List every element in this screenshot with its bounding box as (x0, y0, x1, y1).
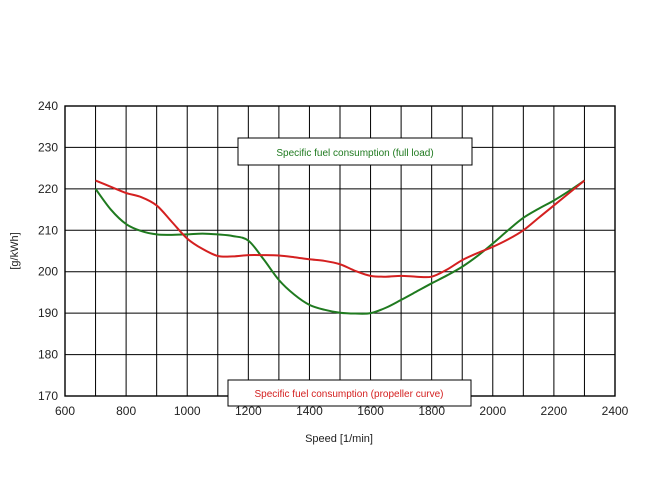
legend-full-load: Specific fuel consumption (full load) (237, 137, 473, 166)
y-tick-label: 190 (38, 306, 58, 320)
series-line-propeller-curve (95, 179, 586, 279)
x-tick-label: 1800 (418, 404, 445, 418)
y-tick-label: 180 (38, 348, 58, 362)
x-tick-label: 1200 (235, 404, 262, 418)
x-tick-labels: 600 800 1000 1200 1400 1600 1800 2000 2200 2400 (55, 404, 629, 418)
y-axis-label: [g/kWh] (9, 232, 21, 269)
y-tick-label: 220 (38, 182, 58, 196)
y-tick-label: 200 (38, 265, 58, 279)
legend-propeller-curve-label: Specific fuel consumption (propeller cur… (255, 389, 444, 400)
x-tick-label: 1600 (357, 404, 384, 418)
x-tick-label: 1400 (296, 404, 323, 418)
x-tick-label: 1000 (174, 404, 201, 418)
x-tick-label: 2000 (479, 404, 506, 418)
y-tick-labels: 170 180 190 200 210 220 230 240 (38, 99, 58, 403)
legend-full-load-box (237, 137, 473, 166)
x-axis-label: Speed [1/min] (305, 433, 373, 445)
x-tick-label: 800 (116, 404, 136, 418)
y-tick-label: 170 (38, 389, 58, 403)
x-tick-label: 600 (55, 404, 75, 418)
y-tick-label: 210 (38, 223, 58, 237)
y-tick-label: 240 (38, 99, 58, 113)
y-tick-label: 230 (38, 140, 58, 154)
legend-propeller-curve-box (227, 379, 472, 407)
series-lines (94, 179, 586, 315)
legend-full-load-label: Specific fuel consumption (full load) (276, 148, 433, 159)
legend-propeller-curve: Specific fuel consumption (propeller cur… (227, 379, 472, 407)
series-line-full-load (94, 179, 586, 315)
x-tick-label: 2200 (541, 404, 568, 418)
x-tick-label: 2400 (602, 404, 629, 418)
